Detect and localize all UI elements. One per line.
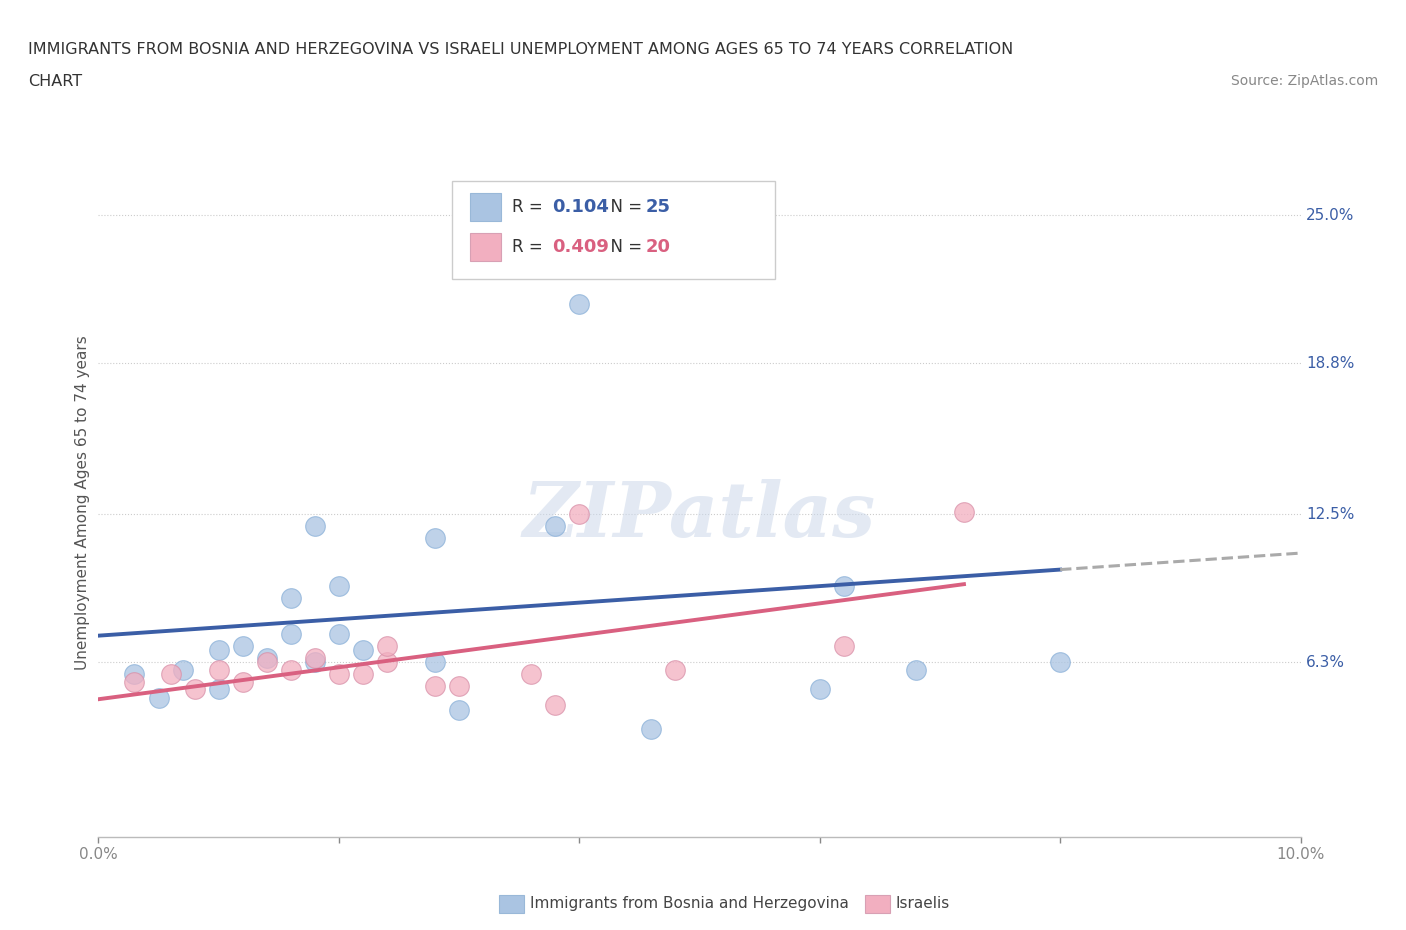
Point xyxy=(423,655,446,670)
Point xyxy=(592,244,614,259)
Point xyxy=(148,691,170,706)
Text: CHART: CHART xyxy=(28,74,82,89)
Point xyxy=(664,662,686,677)
Point xyxy=(159,667,181,682)
Point xyxy=(328,667,350,682)
Text: IMMIGRANTS FROM BOSNIA AND HERZEGOVINA VS ISRAELI UNEMPLOYMENT AMONG AGES 65 TO : IMMIGRANTS FROM BOSNIA AND HERZEGOVINA V… xyxy=(28,42,1014,57)
Point xyxy=(808,682,831,697)
Point xyxy=(328,578,350,593)
Y-axis label: Unemployment Among Ages 65 to 74 years: Unemployment Among Ages 65 to 74 years xyxy=(75,335,90,670)
Text: Israelis: Israelis xyxy=(896,897,950,911)
Point xyxy=(423,679,446,694)
Text: 25.0%: 25.0% xyxy=(1306,207,1354,222)
Point xyxy=(183,682,205,697)
Point xyxy=(256,655,278,670)
Point xyxy=(832,578,855,593)
Point xyxy=(1049,655,1071,670)
Text: N =: N = xyxy=(599,198,647,217)
Point xyxy=(172,662,194,677)
Point xyxy=(124,667,146,682)
Point xyxy=(352,643,374,658)
Point xyxy=(208,662,231,677)
Point xyxy=(280,662,302,677)
Text: 6.3%: 6.3% xyxy=(1306,655,1346,670)
Point xyxy=(256,650,278,665)
Point xyxy=(640,722,662,737)
Point xyxy=(328,626,350,641)
Text: 12.5%: 12.5% xyxy=(1306,507,1354,522)
Point xyxy=(423,531,446,546)
Point xyxy=(232,638,254,653)
Text: N =: N = xyxy=(599,238,647,256)
Text: R =: R = xyxy=(512,238,548,256)
Point xyxy=(208,682,231,697)
Text: Source: ZipAtlas.com: Source: ZipAtlas.com xyxy=(1230,74,1378,88)
Point xyxy=(352,667,374,682)
Text: 18.8%: 18.8% xyxy=(1306,356,1354,371)
Point xyxy=(544,698,567,713)
Point xyxy=(208,643,231,658)
Point xyxy=(304,519,326,534)
Text: Immigrants from Bosnia and Herzegovina: Immigrants from Bosnia and Herzegovina xyxy=(530,897,849,911)
Point xyxy=(544,519,567,534)
Text: ZIPatlas: ZIPatlas xyxy=(523,479,876,552)
Point xyxy=(447,679,470,694)
Point xyxy=(124,674,146,689)
Point xyxy=(520,667,543,682)
Point xyxy=(280,626,302,641)
Point xyxy=(375,638,398,653)
Point xyxy=(375,655,398,670)
Point xyxy=(568,507,591,522)
Point xyxy=(304,650,326,665)
Text: 20: 20 xyxy=(647,238,671,256)
Point xyxy=(953,504,976,519)
Point xyxy=(447,703,470,718)
Point xyxy=(280,591,302,605)
Text: 25: 25 xyxy=(647,198,671,217)
Point xyxy=(304,655,326,670)
Text: 0.104: 0.104 xyxy=(551,198,609,217)
Point xyxy=(832,638,855,653)
Point xyxy=(568,297,591,312)
Point xyxy=(904,662,927,677)
Point xyxy=(232,674,254,689)
Text: 0.409: 0.409 xyxy=(551,238,609,256)
Text: R =: R = xyxy=(512,198,548,217)
